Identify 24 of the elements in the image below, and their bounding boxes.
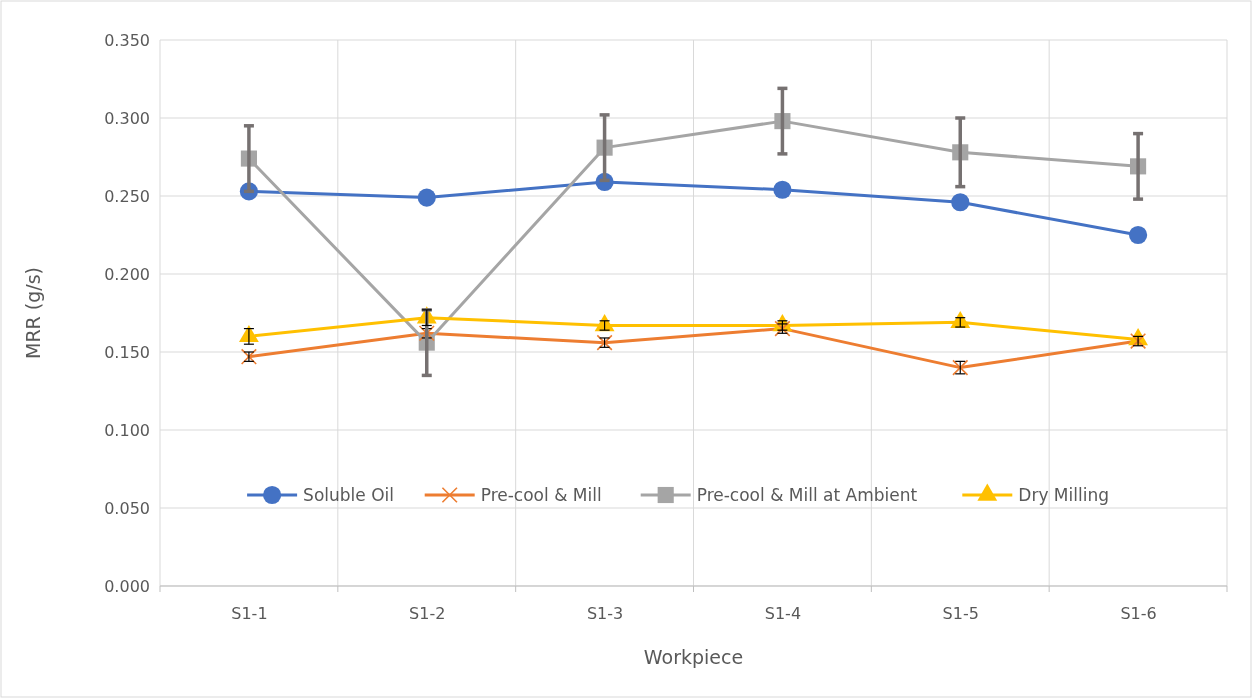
- y-tick-label: 0.250: [104, 186, 150, 206]
- x-tick-label: S1-4: [764, 604, 802, 624]
- x-tick-label: S1-3: [586, 604, 624, 624]
- point: [951, 193, 970, 212]
- y-tick-label: 0.350: [104, 30, 150, 50]
- y-tick-label: 0.000: [104, 576, 150, 596]
- point: [1128, 225, 1148, 245]
- legend-label: Pre-cool & Mill at Ambient: [696, 485, 918, 505]
- point: [417, 188, 436, 207]
- y-tick-label: 0.150: [104, 342, 150, 362]
- y-axis-title: MRR (g/s): [22, 266, 44, 360]
- y-tick-label: 0.050: [104, 498, 150, 518]
- x-tick-label: S1-2: [409, 604, 446, 624]
- x-tick-label: S1-1: [231, 604, 268, 624]
- legend-label: Soluble Oil: [303, 485, 395, 505]
- legend-label: Dry Milling: [1018, 485, 1109, 505]
- legend-label: Pre-cool & Mill: [480, 485, 602, 505]
- y-tick-label: 0.200: [104, 264, 150, 284]
- y-tick-label: 0.100: [104, 420, 150, 440]
- y-tick-label: 0.300: [104, 108, 150, 128]
- x-axis-title: Workpiece: [643, 646, 744, 668]
- x-tick-label: S1-5: [942, 604, 979, 624]
- point: [773, 180, 792, 199]
- x-tick-label: S1-6: [1120, 604, 1157, 624]
